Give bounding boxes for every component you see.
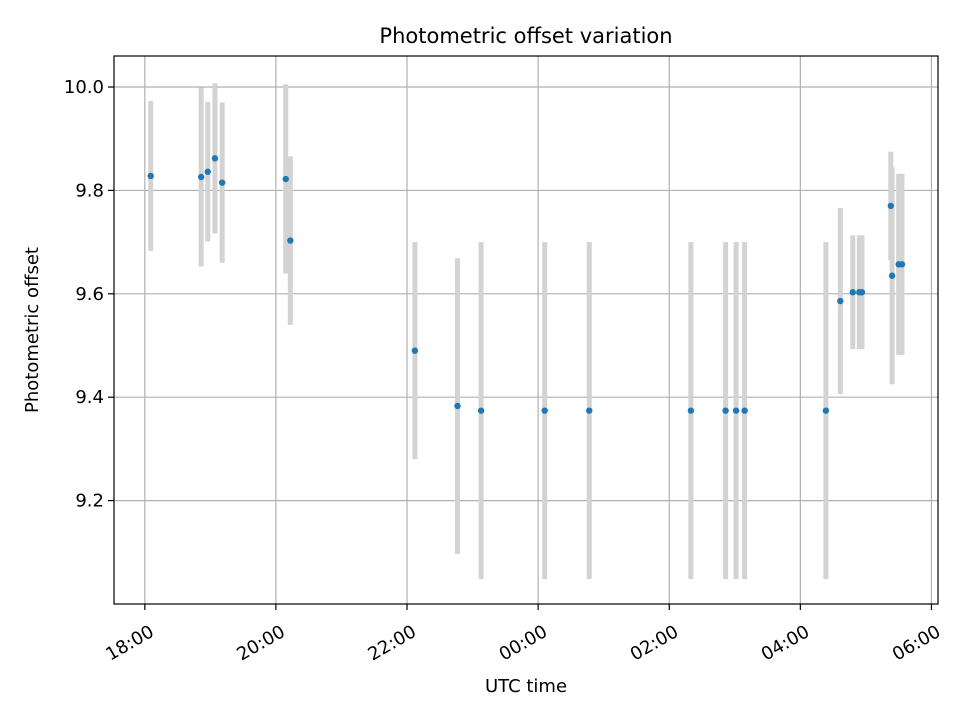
data-point: [218, 179, 226, 186]
data-point: [197, 173, 205, 181]
data-point: [477, 407, 485, 414]
data-point: [204, 168, 211, 176]
chart-title: Photometric offset variation: [379, 24, 672, 48]
data-point: [898, 261, 906, 268]
data-point: [586, 407, 593, 414]
plot-frame: [113, 55, 939, 605]
y-tick-label: 9.6: [75, 284, 104, 305]
data-points: [147, 155, 906, 414]
data-point: [849, 289, 856, 296]
data-point: [687, 407, 695, 414]
data-point: [454, 402, 461, 410]
data-point: [411, 347, 419, 354]
data-point: [147, 172, 154, 180]
y-tick-label: 9.8: [75, 180, 104, 201]
data-point: [282, 175, 289, 183]
x-axis-label: UTC time: [485, 676, 567, 697]
data-point: [732, 407, 740, 414]
data-point: [822, 407, 830, 414]
data-point: [858, 289, 866, 296]
y-tick-label: 10.0: [64, 77, 104, 98]
y-tick-label: 9.2: [75, 491, 104, 512]
data-point: [741, 407, 748, 414]
data-point: [541, 407, 548, 414]
data-point: [211, 155, 219, 162]
data-point: [722, 407, 729, 414]
grid-lines: [114, 56, 938, 604]
data-point: [887, 202, 895, 210]
data-point: [888, 272, 896, 279]
data-point: [837, 297, 844, 305]
data-point: [287, 237, 294, 244]
y-tick-label: 9.4: [75, 387, 104, 408]
y-axis-label: Photometric offset: [22, 247, 43, 413]
